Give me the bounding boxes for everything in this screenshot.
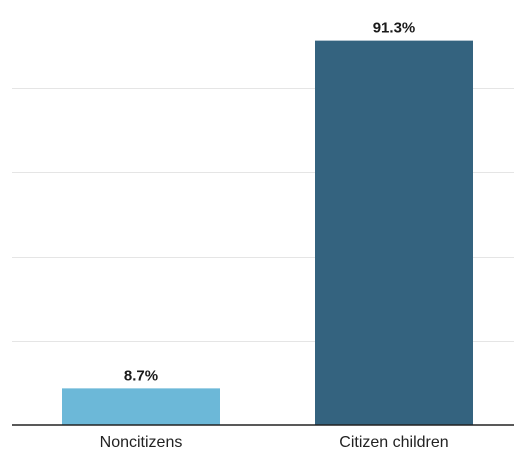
x-tick-label: Citizen children bbox=[339, 434, 448, 451]
value-label: 8.7% bbox=[124, 367, 158, 384]
x-axis-tick-labels: Noncitizens Citizen children bbox=[100, 434, 449, 451]
bar-citizen-children bbox=[315, 40, 473, 425]
value-labels: 8.7% 91.3% bbox=[124, 20, 415, 385]
value-label: 91.3% bbox=[373, 20, 416, 37]
x-tick-label: Noncitizens bbox=[100, 434, 183, 451]
bar-noncitizens bbox=[62, 388, 220, 425]
bars bbox=[62, 40, 473, 425]
